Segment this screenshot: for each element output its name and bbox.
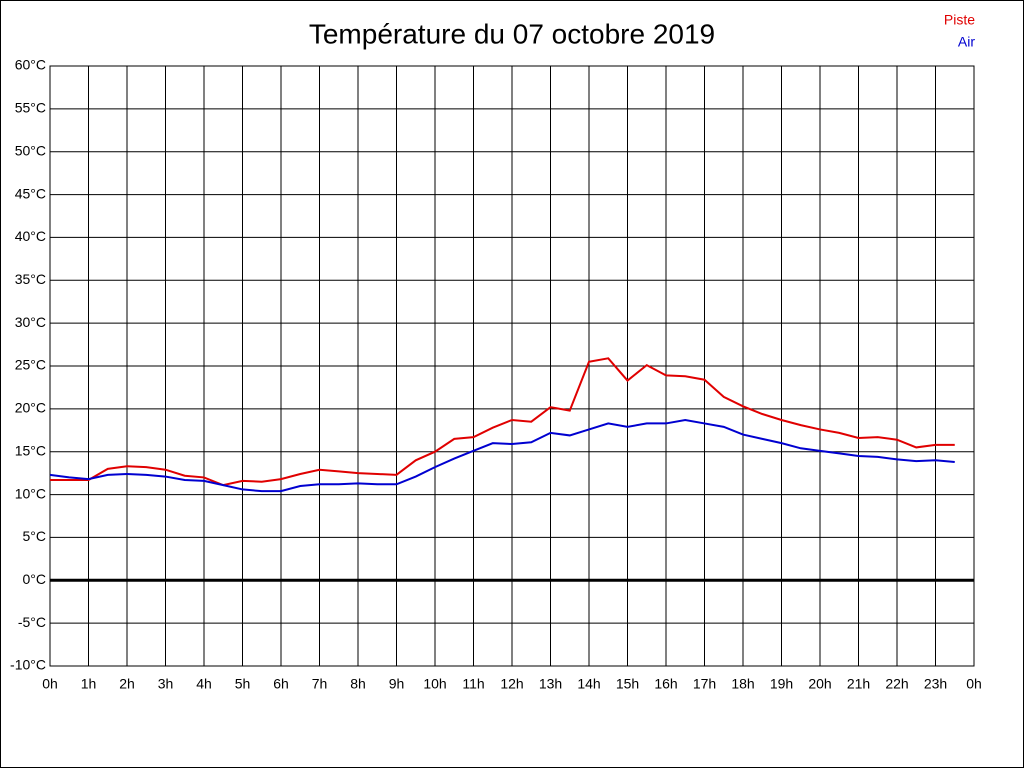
- y-tick-label: 25°C: [15, 357, 46, 373]
- x-tick-label: 0h: [42, 676, 58, 692]
- x-tick-label: 21h: [847, 676, 870, 692]
- y-tick-label: 5°C: [23, 528, 47, 544]
- y-tick-label: 30°C: [15, 314, 46, 330]
- chart-title: Température du 07 octobre 2019: [309, 18, 715, 49]
- x-tick-label: 15h: [616, 676, 639, 692]
- x-tick-label: 8h: [350, 676, 366, 692]
- series-line: [50, 357, 955, 487]
- y-tick-label: 20°C: [15, 400, 46, 416]
- x-tick-label: 18h: [731, 676, 754, 692]
- x-tick-label: 16h: [654, 676, 677, 692]
- x-tick-label: 1h: [81, 676, 97, 692]
- series-line: [49, 418, 955, 493]
- x-tick-label: 9h: [389, 676, 405, 692]
- x-tick-label: 11h: [462, 676, 484, 692]
- x-tick-label: 23h: [924, 676, 947, 692]
- x-tick-label: 2h: [119, 676, 135, 692]
- y-tick-label: 50°C: [15, 142, 46, 158]
- x-tick-label: 0h: [966, 676, 982, 692]
- y-tick-label: 45°C: [15, 185, 46, 201]
- x-tick-label: 3h: [158, 676, 174, 692]
- x-tick-label: 17h: [693, 676, 716, 692]
- x-tick-label: 6h: [273, 676, 289, 692]
- y-tick-label: -10°C: [10, 657, 46, 673]
- x-tick-label: 20h: [808, 676, 831, 692]
- x-tick-label: 19h: [770, 676, 793, 692]
- y-tick-label: 15°C: [15, 442, 46, 458]
- y-tick-label: 40°C: [15, 228, 46, 244]
- y-tick-label: 60°C: [15, 57, 46, 73]
- y-tick-label: -5°C: [18, 614, 46, 630]
- y-tick-label: 0°C: [23, 571, 47, 587]
- legend-label: Air: [958, 34, 975, 50]
- y-tick-label: 10°C: [15, 485, 46, 501]
- x-tick-label: 7h: [312, 676, 328, 692]
- x-tick-label: 4h: [196, 676, 212, 692]
- y-tick-label: 35°C: [15, 271, 46, 287]
- x-tick-label: 22h: [885, 676, 908, 692]
- x-tick-label: 13h: [539, 676, 562, 692]
- x-tick-label: 14h: [577, 676, 600, 692]
- x-tick-label: 10h: [423, 676, 446, 692]
- y-tick-label: 55°C: [15, 100, 46, 116]
- x-tick-label: 5h: [235, 676, 251, 692]
- legend-label: Piste: [944, 12, 975, 28]
- x-tick-label: 12h: [500, 676, 523, 692]
